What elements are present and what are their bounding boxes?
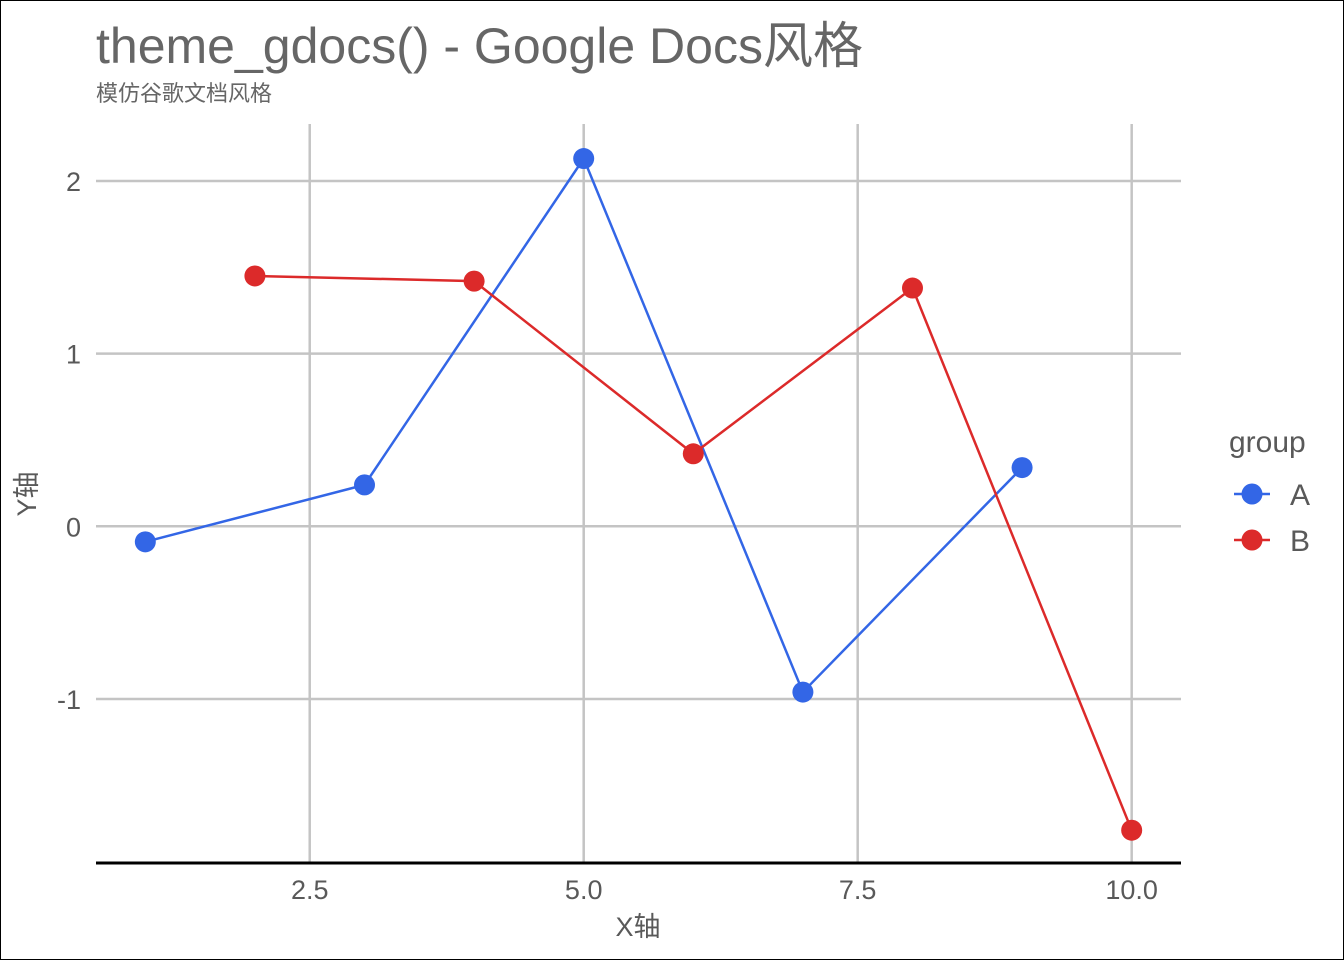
- data-point-a: [573, 148, 595, 170]
- data-point-a: [354, 474, 376, 496]
- x-tick-label: 5.0: [565, 875, 603, 905]
- y-axis-title: Y轴: [12, 471, 42, 516]
- legend-label-a: A: [1290, 479, 1310, 512]
- x-tick-label: 10.0: [1105, 875, 1158, 905]
- data-point-b: [682, 443, 704, 465]
- grid-lines: [96, 124, 1181, 863]
- data-point-a: [134, 531, 156, 553]
- x-tick-label: 2.5: [291, 875, 329, 905]
- data-point-b: [901, 277, 923, 299]
- tick-labels: 2.5 5.0 7.5 10.0 -1 0 1 2: [57, 167, 1158, 905]
- legend: group AB: [1229, 426, 1310, 558]
- data-point-b: [1121, 819, 1143, 841]
- y-tick-label: 1: [66, 340, 81, 370]
- data-point-b: [463, 270, 485, 292]
- data-point-a: [792, 681, 814, 703]
- x-tick-label: 7.5: [839, 875, 877, 905]
- chart-subtitle: 模仿谷歌文档风格: [96, 81, 273, 106]
- data-point-a: [1011, 457, 1033, 479]
- series-line-b: [254, 274, 1133, 831]
- series-layer: [134, 148, 1143, 841]
- data-point-b: [244, 265, 266, 287]
- legend-key-point-b: [1241, 529, 1263, 551]
- legend-title: group: [1229, 426, 1306, 459]
- y-tick-label: -1: [57, 685, 81, 715]
- chart-title: theme_gdocs() - Google Docs风格: [96, 18, 863, 74]
- y-tick-label: 2: [66, 167, 81, 197]
- legend-key-point-a: [1241, 483, 1263, 505]
- y-tick-label: 0: [66, 512, 81, 542]
- legend-label-b: B: [1290, 525, 1310, 558]
- x-axis-title: X轴: [615, 912, 660, 942]
